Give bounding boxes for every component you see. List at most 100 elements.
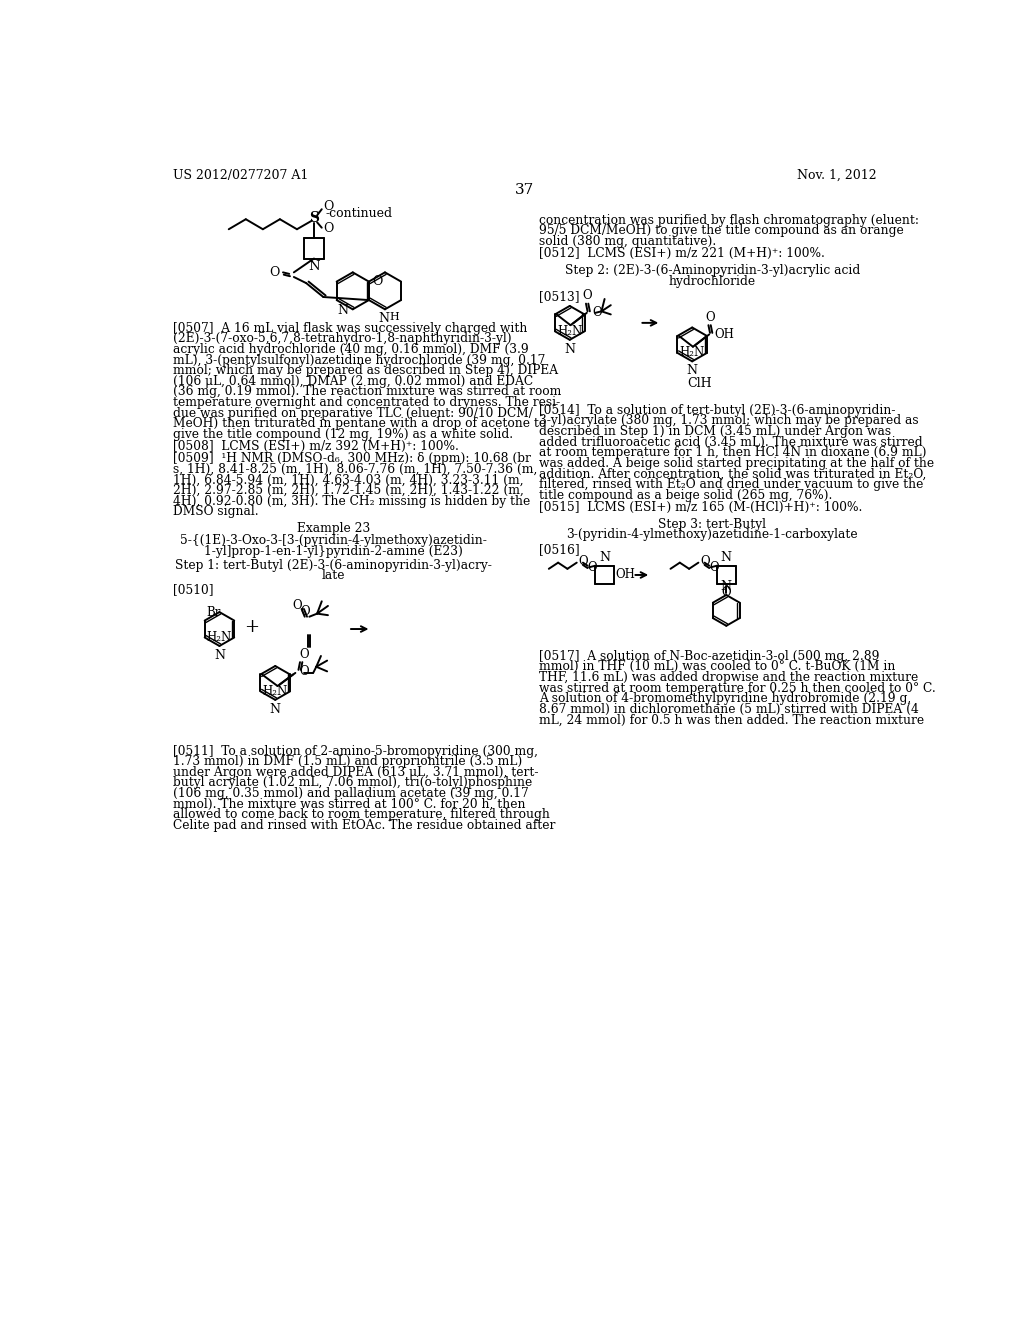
Text: N: N — [308, 260, 319, 273]
Text: [0511]  To a solution of 2-amino-5-bromopyridine (300 mg,: [0511] To a solution of 2-amino-5-bromop… — [173, 744, 538, 758]
Text: [0507]  A 16 mL vial flask was successively charged with: [0507] A 16 mL vial flask was successive… — [173, 322, 527, 335]
Text: mmol) in THF (10 mL) was cooled to 0° C. t-BuOK (1M in: mmol) in THF (10 mL) was cooled to 0° C.… — [539, 660, 895, 673]
Text: Step 1: tert-Butyl (2E)-3-(6-aminopyridin-3-yl)acry-: Step 1: tert-Butyl (2E)-3-(6-aminopyridi… — [175, 558, 492, 572]
Text: [0516]: [0516] — [539, 544, 580, 557]
Text: O: O — [710, 561, 719, 574]
Text: filtered, rinsed with Et₂O and dried under vacuum to give the: filtered, rinsed with Et₂O and dried und… — [539, 478, 923, 491]
Text: 5-{(1E)-3-Oxo-3-[3-(pyridin-4-ylmethoxy)azetidin-: 5-{(1E)-3-Oxo-3-[3-(pyridin-4-ylmethoxy)… — [180, 535, 486, 548]
Text: O: O — [372, 275, 382, 288]
Text: H: H — [389, 313, 399, 322]
Text: O: O — [299, 648, 308, 660]
Text: US 2012/0277207 A1: US 2012/0277207 A1 — [173, 169, 308, 182]
Text: O: O — [301, 606, 310, 618]
Text: 4H), 0.92-0.80 (m, 3H). The CH₂ missing is hidden by the: 4H), 0.92-0.80 (m, 3H). The CH₂ missing … — [173, 495, 530, 508]
Text: N: N — [214, 649, 225, 663]
Text: described in Step 1) in DCM (3.45 mL) under Argon was: described in Step 1) in DCM (3.45 mL) un… — [539, 425, 891, 438]
Text: N: N — [687, 364, 697, 378]
Text: [0513]: [0513] — [539, 290, 580, 302]
Text: N: N — [721, 581, 732, 594]
Text: O: O — [592, 306, 602, 319]
Text: hydrochloride: hydrochloride — [669, 275, 756, 288]
Text: [0515]  LCMS (ESI+) m/z 165 (M-(HCl)+H)⁺: 100%.: [0515] LCMS (ESI+) m/z 165 (M-(HCl)+H)⁺:… — [539, 500, 862, 513]
Text: O: O — [583, 289, 592, 302]
Text: (106 μL, 0.64 mmol), DMAP (2 mg, 0.02 mmol) and EDAC: (106 μL, 0.64 mmol), DMAP (2 mg, 0.02 mm… — [173, 375, 534, 388]
Text: s, 1H), 8.41-8.25 (m, 1H), 8.06-7.76 (m, 1H), 7.50-7.36 (m,: s, 1H), 8.41-8.25 (m, 1H), 8.06-7.76 (m,… — [173, 463, 538, 475]
Text: added trifluoroacetic acid (3.45 mL). The mixture was stirred: added trifluoroacetic acid (3.45 mL). Th… — [539, 436, 923, 449]
Text: temperature overnight and concentrated to dryness. The resi-: temperature overnight and concentrated t… — [173, 396, 560, 409]
Text: allowed to come back to room temperature, filtered through: allowed to come back to room temperature… — [173, 808, 550, 821]
Text: was stirred at room temperature for 0.25 h then cooled to 0° C.: was stirred at room temperature for 0.25… — [539, 681, 936, 694]
Text: O: O — [579, 554, 588, 568]
Text: N: N — [564, 343, 575, 356]
Text: give the title compound (12 mg, 19%) as a white solid.: give the title compound (12 mg, 19%) as … — [173, 428, 513, 441]
Text: acrylic acid hydrochloride (40 mg, 0.16 mmol), DMF (3.9: acrylic acid hydrochloride (40 mg, 0.16 … — [173, 343, 528, 356]
Text: 37: 37 — [515, 183, 535, 197]
Text: [0510]: [0510] — [173, 583, 213, 595]
Text: O: O — [292, 599, 302, 612]
Text: at room temperature for 1 h, then HCl 4N in dioxane (6.9 mL): at room temperature for 1 h, then HCl 4N… — [539, 446, 927, 459]
Text: O: O — [700, 554, 710, 568]
Text: [0508]  LCMS (ESI+) m/z 392 (M+H)⁺: 100%.: [0508] LCMS (ESI+) m/z 392 (M+H)⁺: 100%. — [173, 440, 459, 453]
Text: Br: Br — [206, 606, 220, 619]
Text: 1-yl]prop-1-en-1-yl}pyridin-2-amine (E23): 1-yl]prop-1-en-1-yl}pyridin-2-amine (E23… — [204, 545, 463, 558]
Text: [0509]  ¹H NMR (DMSO-d₆, 300 MHz): δ (ppm): 10.68 (br: [0509] ¹H NMR (DMSO-d₆, 300 MHz): δ (ppm… — [173, 453, 530, 465]
Text: under Argon were added DIPEA (613 μL, 3.71 mmol), tert-: under Argon were added DIPEA (613 μL, 3.… — [173, 766, 539, 779]
Text: title compound as a beige solid (265 mg, 76%).: title compound as a beige solid (265 mg,… — [539, 488, 833, 502]
Text: H₂N: H₂N — [679, 346, 705, 359]
Text: butyl acrylate (1.02 mL, 7.06 mmol), tri(o-tolyl)phosphine: butyl acrylate (1.02 mL, 7.06 mmol), tri… — [173, 776, 532, 789]
Text: [0512]  LCMS (ESI+) m/z 221 (M+H)⁺: 100%.: [0512] LCMS (ESI+) m/z 221 (M+H)⁺: 100%. — [539, 247, 824, 260]
Text: (36 mg, 0.19 mmol). The reaction mixture was stirred at room: (36 mg, 0.19 mmol). The reaction mixture… — [173, 385, 561, 399]
Text: O: O — [324, 222, 334, 235]
Text: (2E)-3-(7-oxo-5,6,7,8-tetrahydro-1,8-naphthyridin-3-yl): (2E)-3-(7-oxo-5,6,7,8-tetrahydro-1,8-nap… — [173, 333, 512, 346]
Text: N: N — [269, 704, 281, 715]
Text: N: N — [378, 313, 389, 326]
Text: (106 mg, 0.35 mmol) and palladium acetate (39 mg, 0.17: (106 mg, 0.35 mmol) and palladium acetat… — [173, 787, 528, 800]
Text: concentration was purified by flash chromatography (eluent:: concentration was purified by flash chro… — [539, 214, 919, 227]
Text: S: S — [309, 211, 319, 226]
Text: N: N — [721, 552, 732, 564]
Text: THF, 11.6 mL) was added dropwise and the reaction mixture: THF, 11.6 mL) was added dropwise and the… — [539, 671, 918, 684]
Text: Celite pad and rinsed with EtOAc. The residue obtained after: Celite pad and rinsed with EtOAc. The re… — [173, 818, 555, 832]
Text: O: O — [588, 561, 597, 574]
Text: addition. After concentration, the solid was triturated in Et₂O,: addition. After concentration, the solid… — [539, 467, 926, 480]
Text: Example 23: Example 23 — [297, 523, 370, 535]
Text: MeOH) then triturated in pentane with a drop of acetone to: MeOH) then triturated in pentane with a … — [173, 417, 546, 430]
Text: 2H), 2.97-2.85 (m, 2H), 1.72-1.45 (m, 2H), 1.43-1.22 (m,: 2H), 2.97-2.85 (m, 2H), 1.72-1.45 (m, 2H… — [173, 484, 524, 498]
Text: ClH: ClH — [688, 376, 713, 389]
Text: O: O — [324, 201, 334, 214]
Text: [0517]  A solution of N-Boc-azetidin-3-ol (500 mg, 2.89: [0517] A solution of N-Boc-azetidin-3-ol… — [539, 649, 880, 663]
Text: solid (380 mg, quantitative).: solid (380 mg, quantitative). — [539, 235, 716, 248]
Text: late: late — [322, 569, 345, 582]
Text: [0514]  To a solution of tert-butyl (2E)-3-(6-aminopyridin-: [0514] To a solution of tert-butyl (2E)-… — [539, 404, 895, 417]
Text: O: O — [722, 586, 731, 599]
Text: mmol). The mixture was stirred at 100° C. for 20 h, then: mmol). The mixture was stirred at 100° C… — [173, 797, 525, 810]
Text: A solution of 4-bromomethylpyridine hydrobromide (2.19 g,: A solution of 4-bromomethylpyridine hydr… — [539, 692, 911, 705]
Text: OH: OH — [615, 569, 635, 582]
Text: Step 2: (2E)-3-(6-Aminopyridin-3-yl)acrylic acid: Step 2: (2E)-3-(6-Aminopyridin-3-yl)acry… — [564, 264, 860, 277]
Text: H₂N: H₂N — [207, 631, 231, 644]
Text: -continued: -continued — [326, 207, 393, 220]
Text: 95/5 DCM/MeOH) to give the title compound as an orange: 95/5 DCM/MeOH) to give the title compoun… — [539, 224, 903, 238]
Text: DMSO signal.: DMSO signal. — [173, 506, 259, 519]
Text: N: N — [599, 552, 610, 564]
Text: was added. A beige solid started precipitating at the half of the: was added. A beige solid started precipi… — [539, 457, 934, 470]
Text: OH: OH — [715, 327, 734, 341]
Text: +: + — [245, 619, 259, 636]
Text: 8.67 mmol) in dichloromethane (5 mL) stirred with DIPEA (4: 8.67 mmol) in dichloromethane (5 mL) sti… — [539, 702, 919, 715]
Text: Step 3: tert-Butyl: Step 3: tert-Butyl — [658, 517, 766, 531]
Text: O: O — [706, 310, 715, 323]
Text: mL, 24 mmol) for 0.5 h was then added. The reaction mixture: mL, 24 mmol) for 0.5 h was then added. T… — [539, 713, 924, 726]
Text: 3-yl)acrylate (380 mg, 1.73 mmol; which may be prepared as: 3-yl)acrylate (380 mg, 1.73 mmol; which … — [539, 414, 919, 428]
Text: H₂N: H₂N — [262, 685, 288, 698]
Text: O: O — [269, 265, 280, 279]
Text: due was purified on preparative TLC (eluent: 90/10 DCM/: due was purified on preparative TLC (elu… — [173, 407, 532, 420]
Text: N: N — [337, 305, 348, 317]
Text: 1H), 6.84-5.94 (m, 1H), 4.63-4.03 (m, 4H), 3.23-3.11 (m,: 1H), 6.84-5.94 (m, 1H), 4.63-4.03 (m, 4H… — [173, 474, 523, 487]
Text: H₂N: H₂N — [557, 325, 583, 338]
Text: 3-(pyridin-4-ylmethoxy)azetidine-1-carboxylate: 3-(pyridin-4-ylmethoxy)azetidine-1-carbo… — [566, 528, 858, 541]
Text: Nov. 1, 2012: Nov. 1, 2012 — [797, 169, 877, 182]
Text: mL), 3-(pentylsulfonyl)azetidine hydrochloride (39 mg, 0.17: mL), 3-(pentylsulfonyl)azetidine hydroch… — [173, 354, 546, 367]
Text: 1.73 mmol) in DMF (1.5 mL) and proprionitrile (3.5 mL): 1.73 mmol) in DMF (1.5 mL) and proprioni… — [173, 755, 522, 768]
Text: mmol; which may be prepared as described in Step 4), DIPEA: mmol; which may be prepared as described… — [173, 364, 558, 378]
Text: O: O — [299, 665, 309, 678]
